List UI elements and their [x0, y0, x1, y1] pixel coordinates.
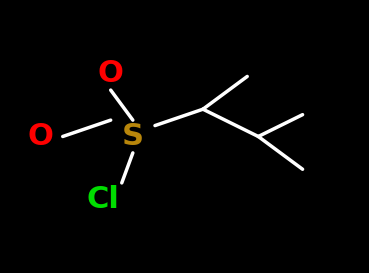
Text: O: O	[28, 122, 54, 151]
Text: O: O	[98, 59, 124, 88]
Text: S: S	[122, 122, 144, 151]
Text: Cl: Cl	[87, 185, 120, 214]
